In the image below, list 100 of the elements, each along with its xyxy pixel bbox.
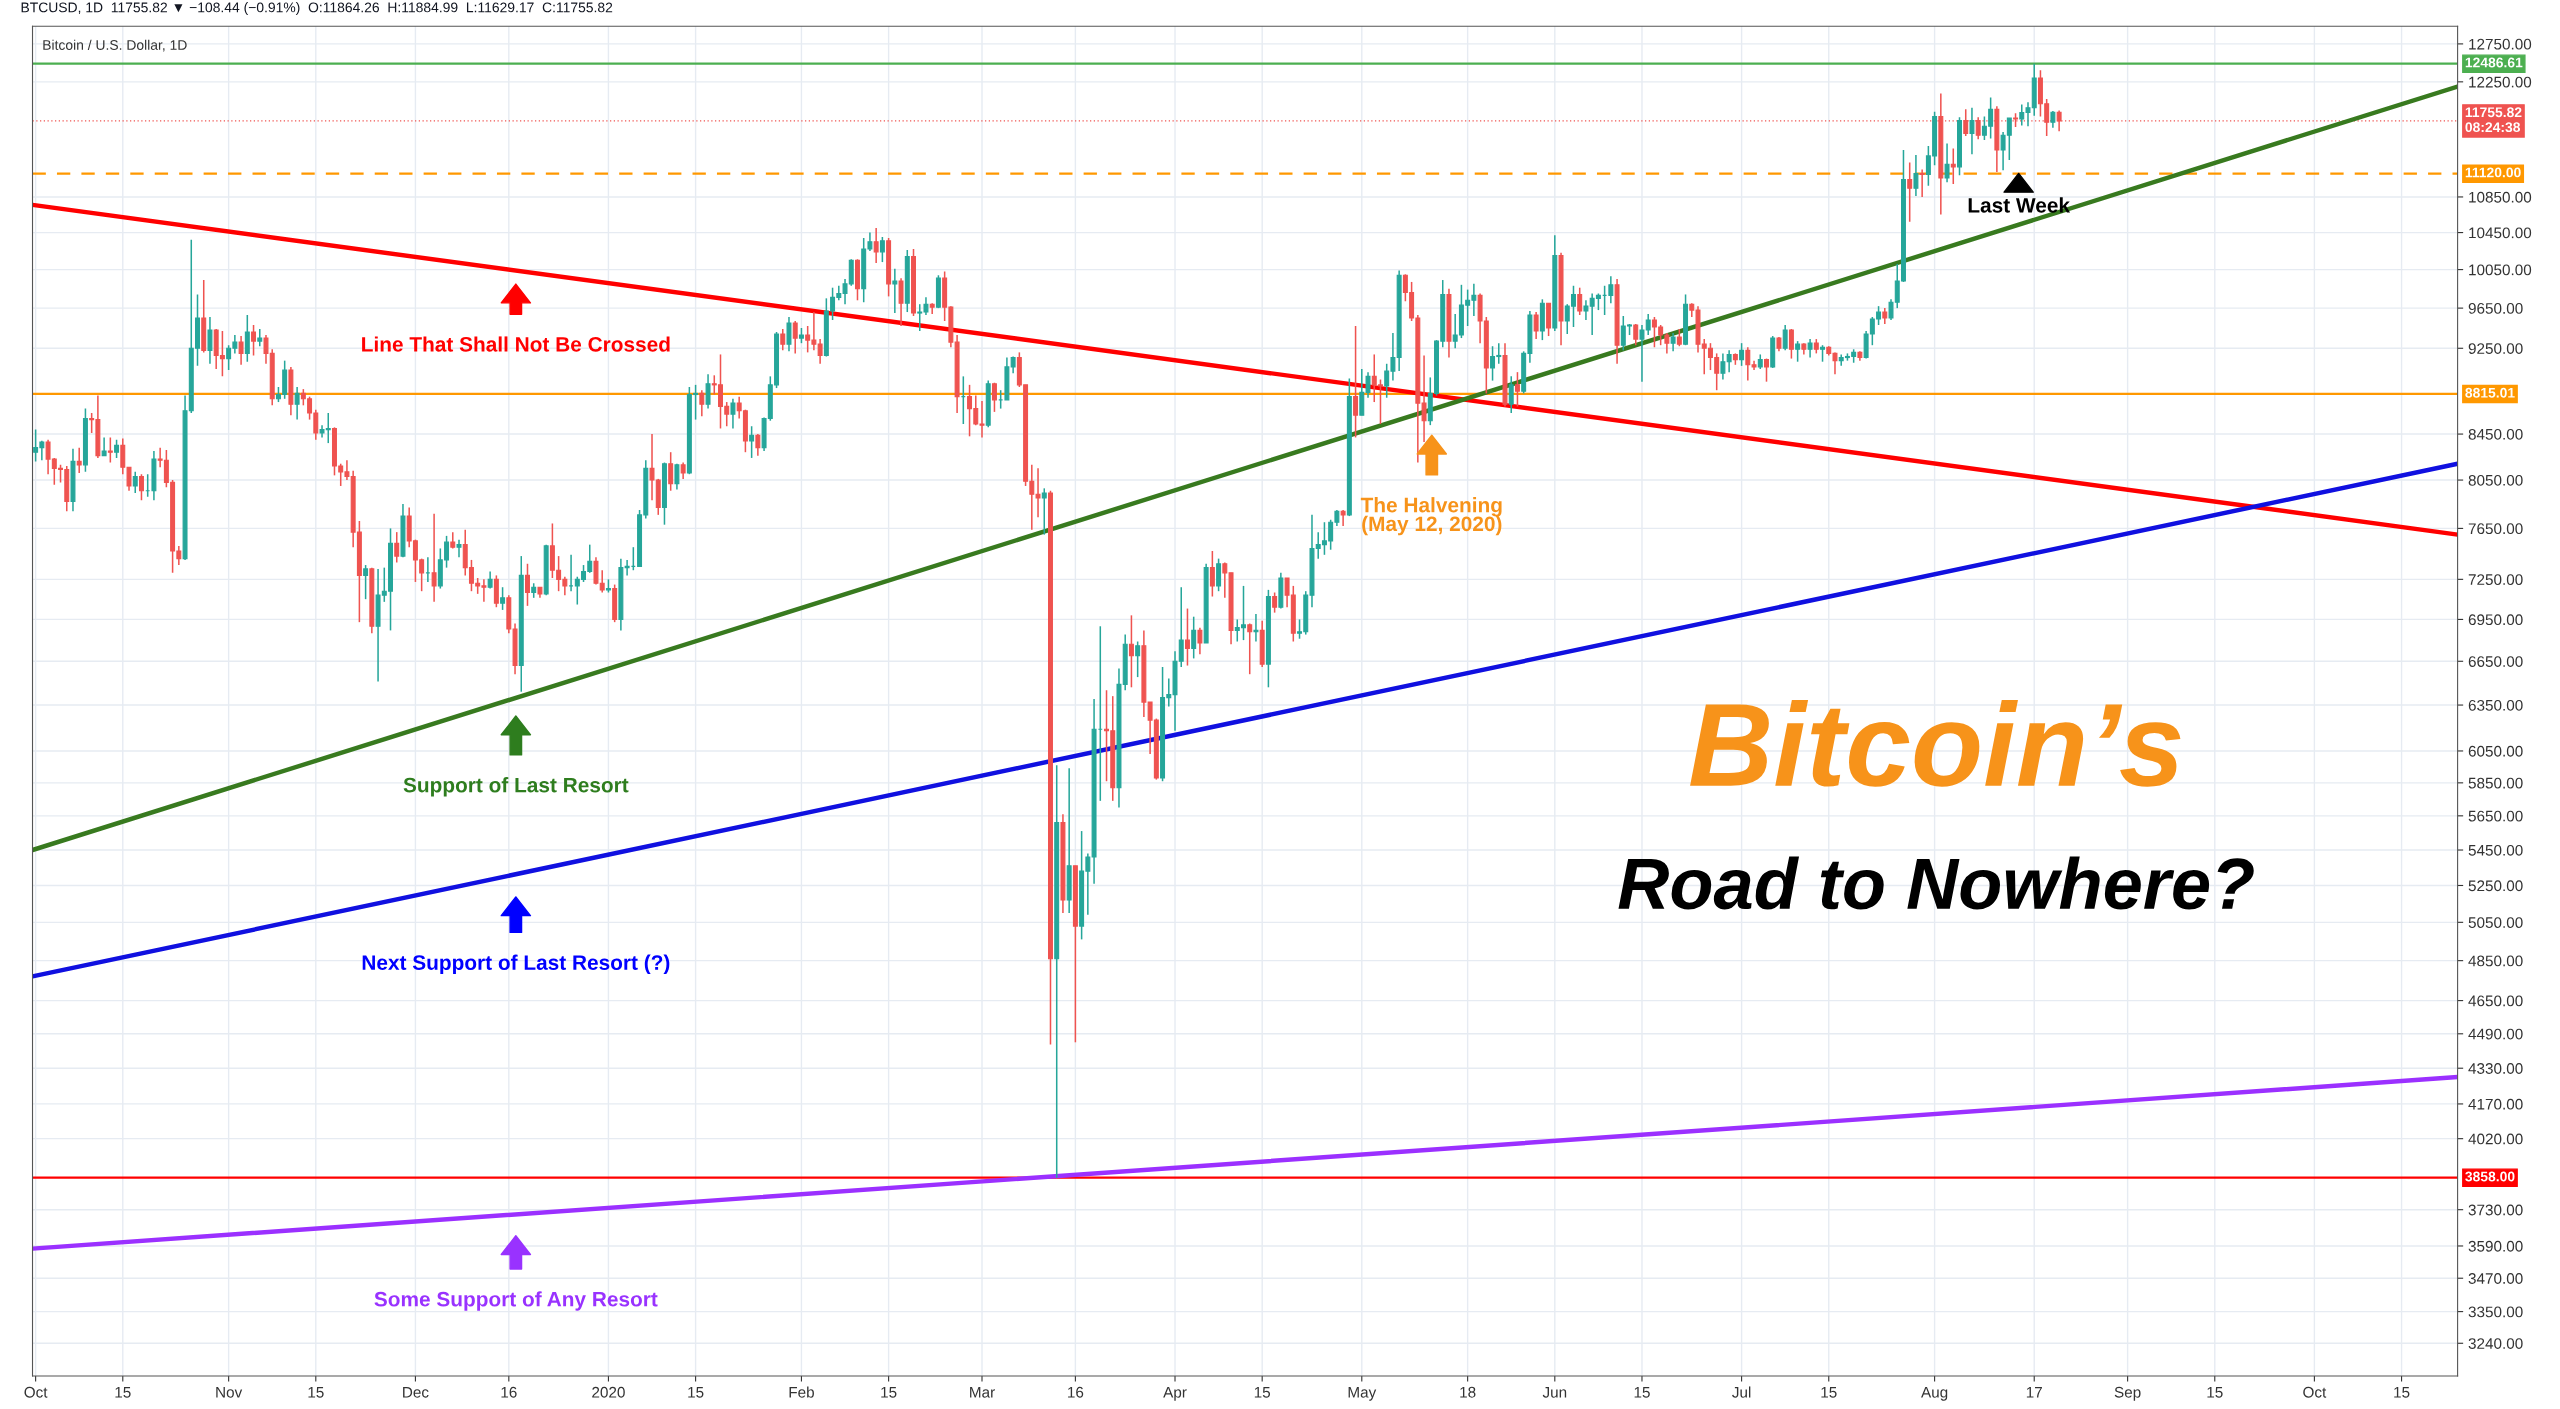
y-tick-label: 8050.00 (2468, 474, 2523, 486)
annotation: Road to Nowhere? (1618, 856, 2254, 910)
candlestick (1197, 626, 1203, 655)
annotation: Bitcoin’s (1690, 700, 2181, 787)
x-tick-label: Oct (2303, 1386, 2327, 1398)
annotation: Next Support of Last Resort (?) (362, 954, 670, 975)
candlestick (1184, 607, 1190, 667)
y-tick-label: 10850.00 (2469, 191, 2532, 203)
candlestick (1353, 325, 1359, 439)
ref-line-label: 12486.61 (2465, 57, 2523, 68)
candlestick (699, 389, 705, 418)
y-tick-label: 4650.00 (2468, 995, 2523, 1007)
y-tick-label: 10050.00 (2469, 264, 2532, 276)
candlestick (207, 316, 213, 365)
x-tick-label: Oct (24, 1386, 48, 1398)
y-tick-label: 3590.00 (2468, 1240, 2523, 1252)
x-tick-label: 15 (308, 1387, 324, 1398)
x-tick-label: 15 (2394, 1387, 2410, 1398)
y-tick-label: 4170.00 (2468, 1098, 2523, 1110)
x-tick-label: 18 (1460, 1386, 1476, 1398)
y-tick-label: 7250.00 (2468, 574, 2523, 586)
candlestick (363, 564, 369, 600)
y-tick-label: 4330.00 (2468, 1063, 2523, 1074)
x-tick-label: 16 (501, 1386, 517, 1398)
candlestick (1135, 640, 1141, 678)
candlestick (493, 574, 499, 608)
candlestick (114, 438, 120, 459)
y-tick-label: 5250.00 (2468, 880, 2523, 892)
x-tick-label: Jul (1732, 1386, 1751, 1398)
x-tick-label: 15 (1634, 1387, 1650, 1398)
candlestick (749, 425, 755, 459)
annotation: Line That Shall Not Be Crossed (362, 336, 670, 352)
candlestick (991, 381, 997, 413)
y-tick-label: 6350.00 (2468, 699, 2523, 711)
y-tick-label: 4020.00 (2468, 1133, 2523, 1145)
candlestick (525, 563, 530, 607)
text: Bitcoin / U.S. Dollar, 1D (43, 39, 187, 52)
candlestick (238, 335, 244, 366)
y-tick-label: 4850.00 (2468, 955, 2523, 967)
candlestick (1739, 342, 1745, 367)
candlestick (244, 314, 250, 363)
ref-line-label: 3858.00 (2465, 1171, 2515, 1182)
x-tick-label: Apr (1163, 1387, 1187, 1401)
candlestick (1944, 142, 1950, 183)
candlestick (1533, 311, 1539, 340)
y-tick-label: 5850.00 (2468, 777, 2523, 789)
candlestick (1807, 338, 1813, 359)
candlestick (780, 328, 786, 352)
ref-line-label: 11120.00 (2465, 167, 2521, 178)
candlestick (394, 531, 400, 564)
candlestick (1253, 613, 1259, 643)
y-tick-label: 6050.00 (2468, 745, 2523, 757)
candlestick (1216, 557, 1222, 592)
y-tick-label: 5050.00 (2468, 917, 2523, 929)
x-tick-label: Mar (970, 1387, 995, 1398)
candlestick (132, 471, 138, 494)
x-tick-label: 15 (881, 1387, 897, 1398)
candlestick (755, 433, 761, 457)
x-tick-label: Jun (1542, 1387, 1567, 1398)
candlestick (1514, 371, 1520, 408)
candlestick (1969, 106, 1975, 155)
y-tick-label: 10450.00 (2469, 227, 2532, 239)
candlestick (792, 320, 798, 355)
candlestick (674, 462, 680, 491)
candlestick (138, 473, 144, 502)
y-tick-label: 7650.00 (2468, 523, 2523, 535)
x-tick-label: 17 (2026, 1387, 2042, 1398)
candlestick (1726, 349, 1732, 373)
candlestick (1795, 340, 1801, 363)
candlestick (1041, 487, 1047, 536)
y-tick-label: 12750.00 (2469, 38, 2532, 50)
annotation: Last Week (1968, 197, 2071, 213)
y-tick-label: 3730.00 (2468, 1204, 2523, 1216)
candlestick (668, 451, 674, 492)
candlestick (1247, 622, 1253, 675)
y-tick-label: 3470.00 (2468, 1273, 2523, 1284)
x-tick-label: Aug (1921, 1387, 1948, 1401)
candlestick (1913, 154, 1919, 197)
candlestick (1209, 550, 1215, 598)
candlestick (705, 373, 711, 410)
annotation: The Halvening (May 12, 2020) (1360, 497, 1502, 536)
x-tick-label: Feb (789, 1386, 814, 1398)
chart-title: BTCUSD, 1D 11755.82 ▼ −108.44 (−0.91%) O:11864.26 H:11884.99 L:11629.17 C:11755.82 (21, 2, 613, 16)
candlestick (879, 236, 885, 263)
y-tick-label: 3350.00 (2468, 1306, 2523, 1318)
candlestick (1907, 161, 1913, 223)
y-tick-label: 8450.00 (2468, 428, 2523, 440)
candlestick (101, 436, 107, 457)
candlestick (1340, 509, 1346, 527)
annotation: Some Support of Any Resort (374, 1291, 658, 1311)
candlestick (294, 386, 300, 421)
x-tick-label: Sep (2114, 1386, 2141, 1401)
candlestick (1577, 286, 1583, 316)
candlestick (873, 227, 879, 264)
candlestick (456, 538, 462, 559)
ref-line-label: 8815.01 (2465, 387, 2515, 398)
ref-line-label: 11755.82 08:24:38 (2465, 107, 2522, 133)
candlestick (251, 324, 257, 357)
candlestick (786, 316, 792, 353)
candlestick (76, 446, 82, 474)
